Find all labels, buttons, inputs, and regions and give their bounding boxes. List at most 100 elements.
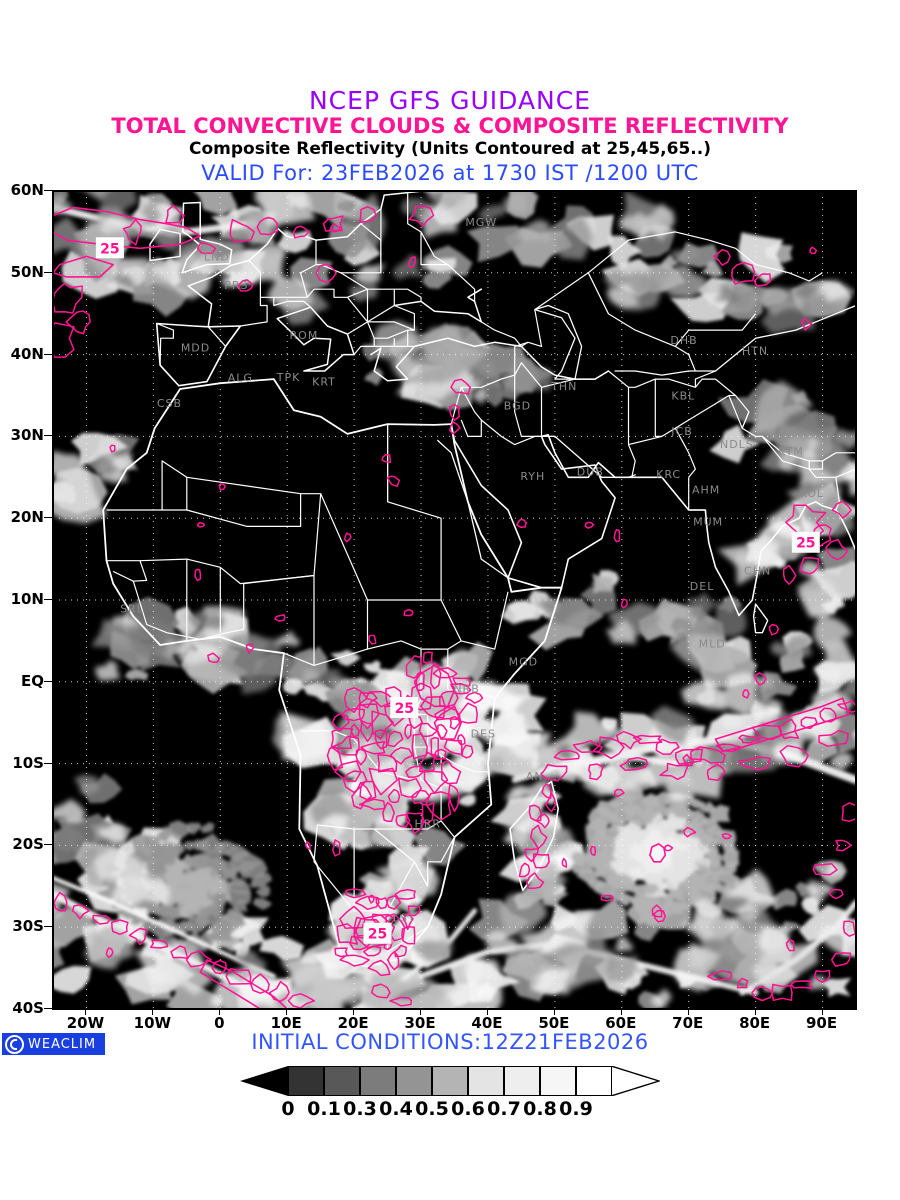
map-canvas: MGW LND PRS ROM MDD ALG CSB TPK KRT BGD THN DHB HTN K… xyxy=(53,191,856,1009)
city-label: MGD xyxy=(509,655,539,668)
lon-tick xyxy=(85,1008,87,1015)
city-label: NRB xyxy=(453,682,479,695)
lat-tick-label: 40N xyxy=(10,344,44,363)
colorbar-segment xyxy=(288,1066,324,1096)
city-label: LST xyxy=(393,911,416,924)
lat-tick-label: 20S xyxy=(12,835,44,854)
lat-tick-label: 60N xyxy=(10,181,44,199)
lon-tick-label: 0 xyxy=(214,1014,225,1032)
city-label: MLD xyxy=(699,637,726,650)
lat-tick xyxy=(44,599,52,600)
lat-tick xyxy=(44,1008,52,1009)
lat-tick-label: 40S xyxy=(12,999,44,1017)
title-block: NCEP GFS GUIDANCE TOTAL CONVECTIVE CLOUD… xyxy=(0,88,900,186)
lat-tick xyxy=(44,762,52,764)
title-line-3: Composite Reflectivity (Units Contoured … xyxy=(189,139,711,159)
lon-tick-label: 10E xyxy=(270,1014,302,1032)
city-label: AHM xyxy=(692,484,720,497)
colorbar-segment xyxy=(576,1066,612,1096)
city-label: CHN xyxy=(744,565,771,578)
lon-tick-label: 50E xyxy=(538,1014,570,1032)
lon-tick-label: 30E xyxy=(404,1014,436,1032)
colorbar-tick-label: 0.8 xyxy=(523,1098,557,1120)
city-label: THN xyxy=(550,380,577,393)
lon-tick-label: 20W xyxy=(66,1014,105,1032)
city-label: KRT xyxy=(312,376,336,389)
colorbar-extend-low-arrow xyxy=(240,1066,288,1096)
lon-tick xyxy=(821,1008,823,1015)
city-label: JCB xyxy=(670,425,692,438)
lat-tick-label: EQ xyxy=(21,671,44,690)
lat-tick xyxy=(44,353,52,355)
lon-tick-label: 20E xyxy=(337,1014,369,1032)
city-label: MGW xyxy=(465,216,497,229)
lat-tick-label: 50N xyxy=(10,262,44,281)
city-label: KTM xyxy=(778,445,804,458)
contour-value-label: 25 xyxy=(95,237,124,259)
colorbar-segment xyxy=(468,1066,504,1096)
lon-tick-label: 60E xyxy=(605,1014,637,1032)
lat-tick xyxy=(44,271,52,273)
city-label: KRC xyxy=(656,468,681,481)
city-label: AN xyxy=(526,770,544,783)
svg-text:25: 25 xyxy=(796,536,815,552)
city-label: DEL xyxy=(690,580,715,593)
colorbar-extend-high-arrow xyxy=(611,1066,660,1096)
lon-tick xyxy=(152,1008,154,1015)
colorbar[interactable] xyxy=(240,1066,660,1096)
lon-tick-label: 10W xyxy=(133,1014,172,1032)
lon-tick xyxy=(353,1008,355,1015)
initial-conditions-label: INITIAL CONDITIONS:12Z21FEB2026 xyxy=(251,1030,649,1054)
lon-tick xyxy=(219,1008,221,1015)
lat-tick xyxy=(44,844,52,846)
city-label: HTN xyxy=(742,345,768,358)
weaclim-logo[interactable]: WEACLIM xyxy=(2,1033,105,1055)
lon-tick-label: 80E xyxy=(739,1014,771,1032)
svg-text:25: 25 xyxy=(395,701,414,717)
city-label: HRR xyxy=(414,817,441,830)
city-label: LND xyxy=(204,251,230,264)
colorbar-segment xyxy=(540,1066,576,1096)
lon-tick-label: 90E xyxy=(805,1014,838,1032)
city-label: ALG xyxy=(228,372,253,385)
colorbar-tick-label: 0.7 xyxy=(487,1098,521,1120)
city-label: KBL xyxy=(671,390,695,403)
city-label: MUM xyxy=(693,516,723,529)
city-label: MDD xyxy=(181,341,210,354)
svg-text:25: 25 xyxy=(100,241,119,257)
weaclim-logo-label: WEACLIM xyxy=(28,1036,97,1052)
city-label: TPK xyxy=(276,371,301,384)
title-line-4-valid-time: VALID For: 23FEB2026 at 1730 IST /1200 U… xyxy=(201,161,699,185)
lon-tick xyxy=(420,1008,422,1015)
contour-value-label: 25 xyxy=(791,531,820,553)
lon-tick xyxy=(687,1008,689,1015)
lon-tick xyxy=(553,1008,555,1015)
city-label: SRL xyxy=(120,602,144,615)
city-label: PRS xyxy=(224,279,248,292)
latitude-axis: 60N 50N 40N 30N 20N 10N EQ 10S 20S 30S 40S xyxy=(0,181,52,1017)
colorbar-segment xyxy=(324,1066,360,1096)
colorbar-tick-label: 0.6 xyxy=(451,1098,485,1120)
city-label: RYH xyxy=(520,470,545,483)
colorbar-tick-label: 0 xyxy=(281,1098,295,1120)
weather-map-plot[interactable]: MGW LND PRS ROM MDD ALG CSB TPK KRT BGD THN DHB HTN K… xyxy=(52,190,857,1010)
lon-tick xyxy=(486,1008,488,1015)
lat-tick-label: 10S xyxy=(12,753,44,772)
lat-tick xyxy=(44,680,52,682)
colorbar-wrap: 0 0.1 0.3 0.4 0.5 0.6 0.7 0.8 0.9 xyxy=(0,1066,900,1122)
colorbar-tick-label: 0.1 xyxy=(307,1098,341,1120)
colorbar-segment xyxy=(504,1066,540,1096)
lat-tick xyxy=(44,190,52,191)
lat-tick xyxy=(44,435,52,437)
contour-value-label: 25 xyxy=(363,922,392,944)
lat-tick-label: 10N xyxy=(10,590,44,608)
title-line-1: NCEP GFS GUIDANCE xyxy=(308,86,591,115)
city-label: ROM xyxy=(290,329,319,342)
lat-tick-label: 20N xyxy=(10,508,44,527)
lon-tick xyxy=(620,1008,622,1015)
city-label: KOL xyxy=(800,487,824,500)
colorbar-tick-label: 0.3 xyxy=(343,1098,377,1120)
contour-value-label: 25 xyxy=(390,696,419,718)
colorbar-tick-label: 0.4 xyxy=(379,1098,413,1120)
svg-text:25: 25 xyxy=(368,927,387,943)
